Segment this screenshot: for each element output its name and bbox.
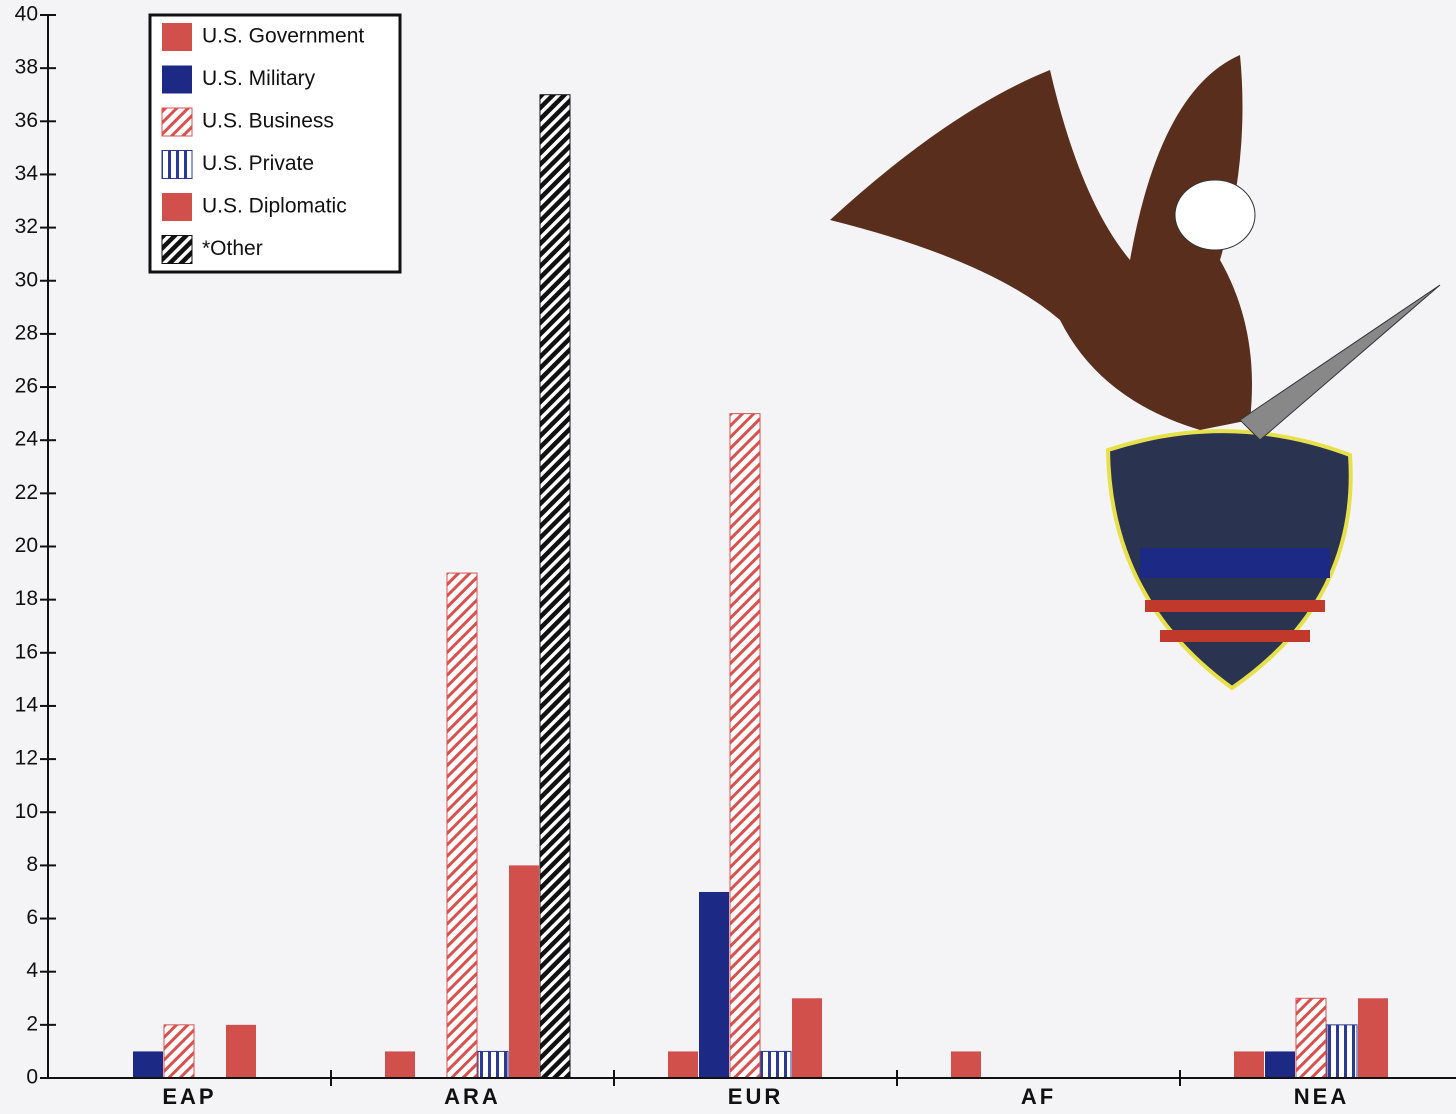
y-tick-label: 26 [15, 375, 38, 398]
bar [446, 572, 478, 1079]
y-tick-label: 20 [15, 534, 38, 557]
x-tick-label: EUR [728, 1084, 783, 1109]
legend-swatch [162, 65, 192, 94]
y-tick-label: 36 [15, 109, 38, 132]
legend-box [148, 13, 402, 274]
bar [539, 94, 571, 1079]
y-tick-label: 30 [15, 268, 38, 291]
bar [385, 1051, 415, 1078]
bar [729, 413, 761, 1079]
legend-label: U.S. Military [202, 67, 316, 90]
legend-swatch [162, 193, 192, 221]
y-tick-label: 8 [26, 853, 38, 876]
x-tick-label: AF [1021, 1084, 1056, 1109]
eagle-body [830, 55, 1252, 430]
bar [477, 1050, 509, 1079]
bar [1265, 1051, 1295, 1078]
legend-label: U.S. Diplomatic [202, 195, 347, 218]
y-tick-label: 12 [15, 747, 38, 770]
legend-label: U.S. Business [202, 110, 334, 133]
bar [699, 891, 729, 1078]
shield-stripe [1145, 600, 1325, 612]
legend: U.S. Government U.S. Military U.S. Busines… [148, 13, 402, 274]
bar [226, 1024, 256, 1078]
eagle-illustration [830, 55, 1441, 691]
legend-swatch [162, 23, 192, 51]
y-tick-label: 4 [26, 959, 38, 982]
y-tick-label: 40 [15, 3, 38, 26]
legend-swatch [161, 107, 193, 137]
bar [951, 1051, 981, 1078]
x-tick-label: EAP [162, 1084, 216, 1109]
sword [1239, 284, 1441, 441]
y-tick-label: 24 [15, 428, 39, 451]
bar [1358, 998, 1388, 1078]
bar [1326, 1024, 1358, 1079]
y-tick-label: 14 [15, 693, 39, 716]
y-tick-label: 22 [15, 481, 38, 504]
y-tick-label: 16 [15, 640, 38, 663]
x-tick-label: NEA [1294, 1084, 1349, 1109]
legend-label: *Other [202, 237, 263, 260]
x-tick-label: ARA [444, 1084, 501, 1109]
bar [509, 865, 539, 1078]
bar [760, 1050, 792, 1079]
legend-swatch [161, 150, 193, 179]
y-tick-label: 38 [15, 56, 38, 79]
eagle-head [1174, 179, 1256, 251]
bar [668, 1051, 698, 1078]
bar [133, 1051, 163, 1078]
legend-label: U.S. Private [202, 152, 314, 175]
y-tick-label: 10 [15, 800, 38, 823]
shield-stripe [1160, 630, 1310, 642]
bar [163, 1024, 195, 1079]
y-tick-label: 18 [15, 587, 38, 610]
legend-label: U.S. Government [202, 25, 364, 48]
y-tick-label: 32 [15, 215, 38, 238]
bar [1295, 997, 1327, 1079]
y-tick-label: 28 [15, 321, 38, 344]
legend-swatch [161, 235, 193, 264]
bar [1234, 1051, 1264, 1078]
y-tick-label: 34 [15, 162, 39, 185]
y-tick-label: 2 [26, 1012, 38, 1035]
y-tick-label: 6 [26, 906, 38, 929]
bar [792, 998, 822, 1078]
shield-stars [1140, 548, 1330, 578]
y-tick-label: 0 [26, 1066, 38, 1089]
